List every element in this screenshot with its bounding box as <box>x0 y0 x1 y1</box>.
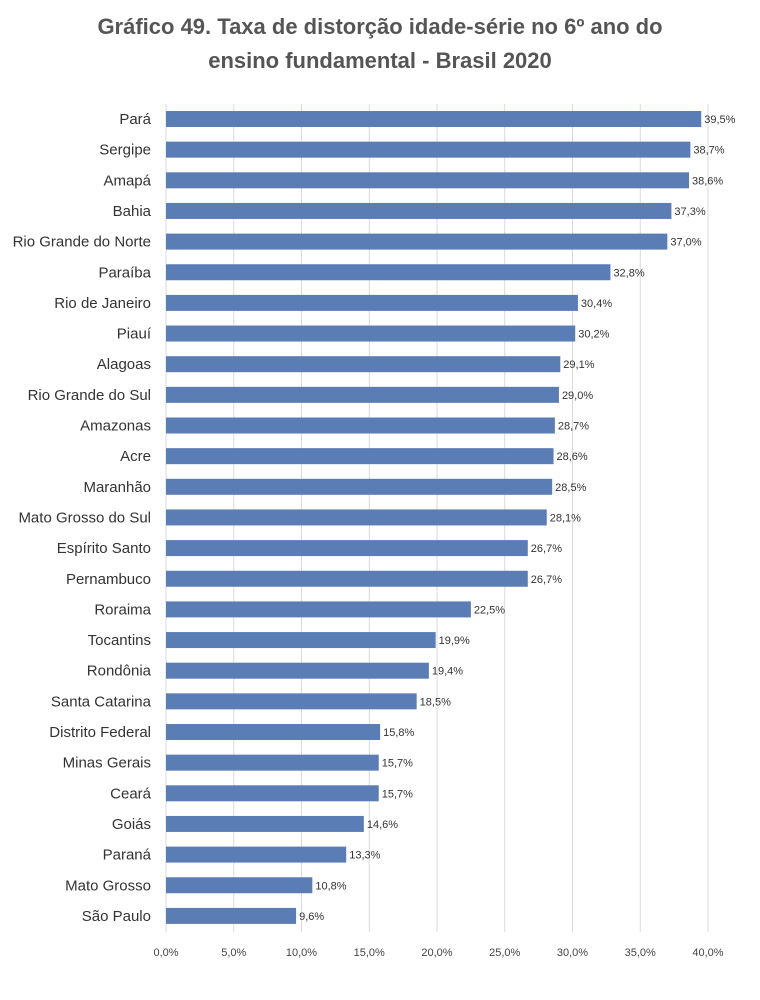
value-label: 15,7% <box>382 758 413 770</box>
category-label: Goiás <box>112 816 151 833</box>
category-label: Roraima <box>94 601 151 618</box>
value-label: 26,7% <box>531 574 562 586</box>
value-label: 38,6% <box>692 175 723 187</box>
category-label: Distrito Federal <box>49 724 151 741</box>
bar <box>166 540 528 557</box>
x-tick-label: 25,0% <box>489 947 520 959</box>
value-label: 28,5% <box>555 482 586 494</box>
bar <box>166 907 297 924</box>
category-labels: Pará Sergipe Amapá Bahia Rio Grande do Norte… <box>13 111 152 925</box>
value-label: 37,3% <box>674 206 705 218</box>
bar <box>166 570 528 587</box>
bar <box>166 724 381 740</box>
bar <box>166 785 379 802</box>
category-label: Ceará <box>110 785 152 802</box>
category-label: Tocantins <box>88 632 151 649</box>
bars <box>166 111 702 924</box>
value-label: 18,5% <box>420 696 451 708</box>
value-label: 29,1% <box>563 359 594 371</box>
value-label: 14,6% <box>367 819 398 831</box>
category-label: Maranhão <box>83 479 151 496</box>
value-label: 22,5% <box>474 604 505 616</box>
bar <box>166 632 436 649</box>
bar <box>166 448 554 465</box>
category-label: Mato Grosso do Sul <box>18 509 151 526</box>
bar <box>166 356 561 373</box>
category-label: Pará <box>119 111 151 128</box>
x-axis-tick-labels: 0,0% 5,0% 10,0% 15,0% 20,0% 25,0% 30,0% 35,0% 40… <box>153 947 723 959</box>
bar <box>166 233 668 250</box>
bar <box>166 754 379 771</box>
bar <box>166 693 417 710</box>
value-label: 15,8% <box>383 727 414 739</box>
category-label: Santa Catarina <box>51 693 152 710</box>
category-label: Espírito Santo <box>57 540 151 557</box>
category-label: Rio de Janeiro <box>54 295 151 312</box>
value-label: 15,7% <box>382 788 413 800</box>
x-tick-label: 30,0% <box>557 947 588 959</box>
value-label: 13,3% <box>349 850 380 862</box>
x-tick-label: 20,0% <box>421 947 452 959</box>
category-label: Paraíba <box>98 264 151 281</box>
value-labels: 39,5% 38,7% 38,6% 37,3% 37,0% 32,8% 30,4% 30,2%… <box>299 114 736 923</box>
bar <box>166 386 559 403</box>
category-label: Paraná <box>103 847 152 864</box>
value-label: 37,0% <box>670 237 701 249</box>
category-label: Rio Grande do Norte <box>13 234 151 251</box>
bar <box>166 509 547 526</box>
bar <box>166 202 672 219</box>
bar <box>166 325 576 342</box>
value-label: 29,0% <box>562 390 593 402</box>
x-tick-label: 0,0% <box>153 947 178 959</box>
category-label: Bahia <box>113 203 152 220</box>
value-label: 30,2% <box>578 329 609 341</box>
category-label: Piauí <box>117 326 152 343</box>
bar <box>166 815 364 832</box>
value-label: 19,4% <box>432 666 463 678</box>
category-label: Minas Gerais <box>63 755 151 772</box>
value-label: 19,9% <box>439 635 470 647</box>
value-label: 26,7% <box>531 543 562 555</box>
bar <box>166 141 691 158</box>
chart-title: Gráfico 49. Taxa de distorção idade-séri… <box>0 10 760 78</box>
bar <box>166 877 313 894</box>
value-label: 28,6% <box>557 451 588 463</box>
value-label: 28,7% <box>558 421 589 433</box>
value-label: 9,6% <box>299 911 324 923</box>
category-label: Rio Grande do Sul <box>28 387 151 404</box>
category-label: Acre <box>120 448 151 465</box>
category-label: Alagoas <box>97 356 151 373</box>
bar <box>166 172 690 189</box>
category-label: São Paulo <box>82 908 151 925</box>
value-label: 30,4% <box>581 298 612 310</box>
value-label: 10,8% <box>315 880 346 892</box>
value-label: 39,5% <box>704 114 735 126</box>
bar <box>166 478 553 495</box>
value-label: 32,8% <box>613 267 644 279</box>
category-label: Mato Grosso <box>65 877 151 894</box>
x-tick-label: 40,0% <box>692 947 723 959</box>
x-tick-label: 35,0% <box>625 947 656 959</box>
bar <box>166 601 471 618</box>
bar <box>166 662 429 679</box>
value-label: 28,1% <box>550 512 581 524</box>
chart-title-line-1: Gráfico 49. Taxa de distorção idade-séri… <box>97 14 663 39</box>
x-tick-label: 15,0% <box>354 947 385 959</box>
bar <box>166 264 611 281</box>
x-tick-label: 10,0% <box>286 947 317 959</box>
x-tick-label: 5,0% <box>221 947 246 959</box>
bar <box>166 846 347 863</box>
category-label: Amapá <box>103 172 151 189</box>
chart-title-line-2: ensino fundamental - Brasil 2020 <box>208 48 552 73</box>
category-label: Amazonas <box>80 418 151 435</box>
category-label: Rondônia <box>87 663 152 680</box>
bar <box>166 111 702 127</box>
value-label: 38,7% <box>693 145 724 157</box>
bar <box>166 294 578 311</box>
category-label: Pernambuco <box>66 571 151 588</box>
category-label: Sergipe <box>99 142 151 159</box>
bar <box>166 417 555 434</box>
